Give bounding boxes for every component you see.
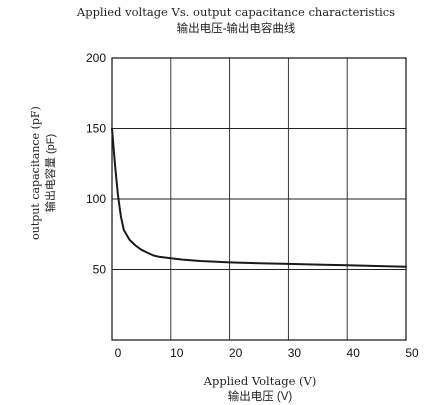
tick-labels: 0 10 20 30 40 50 50 100 150 200 [86, 51, 419, 360]
y-tick-label: 150 [86, 122, 106, 136]
x-axis-label: Applied Voltage (V) [203, 374, 317, 388]
grid [112, 58, 406, 340]
y-tick-label: 50 [93, 263, 107, 277]
x-tick-label: 20 [229, 346, 243, 360]
series-group [111, 127, 407, 268]
y-tick-label: 100 [86, 192, 106, 206]
y-axis-label-cn: 输出电容量 (pF) [43, 134, 57, 212]
x-tick-label: 30 [288, 346, 302, 360]
x-tick-label: 50 [405, 346, 419, 360]
x-tick-label: 40 [347, 346, 361, 360]
y-axis-label: output capacitance (pF) [29, 106, 42, 240]
y-tick-label: 200 [86, 51, 106, 65]
x-tick-label: 10 [170, 346, 184, 360]
plot-frame [111, 57, 407, 341]
series-line [111, 127, 407, 268]
x-tick-label: 0 [115, 346, 122, 360]
chart-subtitle: 输出电压-输出电容曲线 [177, 21, 296, 35]
chart-title: Applied voltage Vs. output capacitance c… [76, 5, 395, 19]
x-axis-label-cn: 输出电压 (V) [228, 389, 293, 403]
